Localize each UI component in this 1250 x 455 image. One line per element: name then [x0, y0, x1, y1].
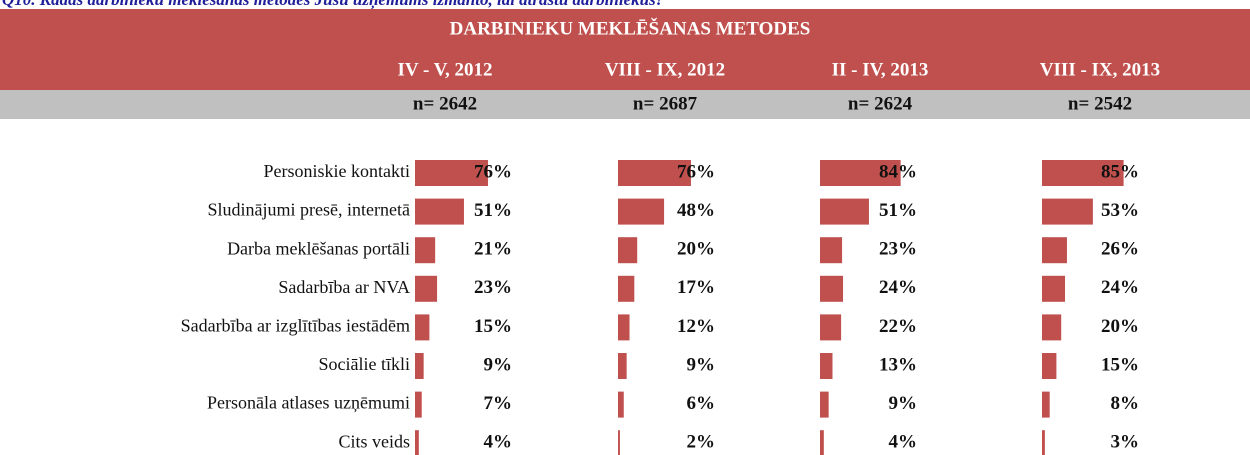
bar: [618, 391, 624, 418]
bar: [415, 391, 422, 418]
category-label: Personāla atlases uzņēmumi: [207, 393, 410, 413]
value-label: 12%: [677, 316, 715, 337]
question: Q10. Kādas darbinieku meklēšanas metodes…: [2, 0, 664, 10]
bar: [415, 237, 436, 264]
bar: [618, 198, 665, 225]
bar: [618, 353, 627, 379]
period-label: IV - V, 2012: [397, 59, 492, 80]
bar: [820, 353, 833, 379]
bar: [820, 430, 824, 455]
value-label: 84%: [879, 161, 917, 182]
bar: [415, 198, 464, 225]
category-label: Sadarbība ar NVA: [278, 277, 410, 297]
bar: [1042, 160, 1124, 186]
value-label: 17%: [677, 277, 715, 298]
bar: [1042, 275, 1066, 302]
bar: [1042, 237, 1067, 264]
category-label: Sociālie tīkli: [319, 354, 411, 374]
bar: [820, 237, 843, 264]
bar: [415, 314, 430, 341]
value-label: 6%: [687, 393, 716, 414]
sample-label: n= 2542: [1068, 93, 1132, 114]
bar: [820, 314, 842, 341]
bar: [820, 160, 901, 186]
bar: [618, 160, 691, 186]
value-label: 22%: [879, 316, 917, 337]
bar: [618, 314, 630, 341]
value-label: 24%: [1101, 277, 1139, 298]
bar: [1042, 391, 1050, 418]
bar: [415, 430, 419, 455]
value-label: 21%: [474, 239, 512, 260]
value-label: 23%: [474, 277, 512, 298]
value-label: 4%: [889, 432, 918, 453]
value-label: 9%: [889, 393, 918, 414]
value-label: 8%: [1111, 393, 1140, 414]
value-label: 7%: [484, 393, 513, 414]
bar: [618, 275, 635, 302]
value-label: 48%: [677, 200, 715, 221]
value-label: 2%: [687, 432, 716, 453]
value-label: 26%: [1101, 239, 1139, 260]
value-label: 51%: [879, 200, 917, 221]
value-label: 15%: [474, 316, 512, 337]
value-label: 20%: [677, 239, 715, 260]
period-band: [0, 51, 1250, 90]
bar: [1042, 353, 1057, 379]
sample-band: [0, 90, 1250, 119]
bar: [820, 275, 844, 302]
value-label: 13%: [879, 354, 917, 375]
bar: [415, 160, 488, 186]
sample-label: n= 2642: [413, 93, 477, 114]
category-label: Sludinājumi presē, internetā: [208, 200, 410, 220]
bar: [820, 391, 829, 418]
bar: [1042, 314, 1062, 341]
value-label: 20%: [1101, 316, 1139, 337]
sample-label: n= 2687: [633, 93, 698, 114]
period-label: VIII - IX, 2012: [605, 59, 725, 80]
category-label: Personiskie kontakti: [264, 161, 411, 181]
sample-label: n= 2624: [848, 93, 913, 114]
bar: [415, 275, 438, 302]
value-label: 51%: [474, 200, 512, 221]
value-label: 53%: [1101, 200, 1139, 221]
bar: [618, 430, 620, 455]
chart-title: DARBINIEKU MEKLĒŠANAS METODES: [450, 17, 811, 39]
period-label: VIII - IX, 2013: [1040, 59, 1160, 80]
value-label: 9%: [484, 354, 513, 375]
value-label: 23%: [879, 239, 917, 260]
value-label: 76%: [474, 161, 512, 182]
value-label: 76%: [677, 161, 715, 182]
period-label: II - IV, 2013: [832, 59, 929, 80]
category-label: Darba meklēšanas portāli: [227, 238, 410, 258]
value-label: 9%: [687, 354, 716, 375]
category-label: Sadarbība ar izglītības iestādēm: [181, 316, 410, 336]
bar: [1042, 430, 1045, 455]
value-label: 4%: [484, 432, 513, 453]
value-label: 24%: [879, 277, 917, 298]
bar: [415, 353, 424, 379]
bar: [1042, 198, 1093, 225]
title-band: [0, 9, 1250, 51]
bar: [618, 237, 638, 264]
value-label: 3%: [1111, 432, 1140, 453]
category-label: Cits veids: [338, 431, 410, 451]
bar: [820, 198, 869, 225]
value-label: 85%: [1101, 161, 1139, 182]
value-label: 15%: [1101, 354, 1139, 375]
